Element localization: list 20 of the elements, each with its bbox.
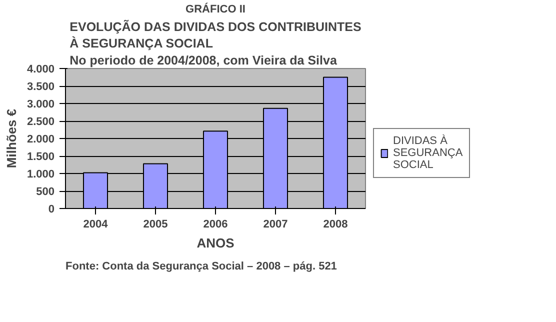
x-tick-label: 2005 xyxy=(143,218,168,230)
y-tick-label: 2.000 xyxy=(26,134,55,146)
y-tick-label: 500 xyxy=(36,186,55,198)
y-tick-label: 2.500 xyxy=(26,116,55,128)
x-tick-label: 2008 xyxy=(323,218,348,230)
y-axis-title: Milhões € xyxy=(4,108,19,168)
source-note: Fonte: Conta da Segurança Social – 2008 – pág. 521 xyxy=(66,260,337,272)
chart-subtitle: EVOLUÇÃO DAS DIVIDAS DOS CONTRIBUINTES À SEGURANÇA SOCIAL No periodo de 2004/2008, com Vieira da Silva xyxy=(70,18,362,68)
y-tick-label: 3.500 xyxy=(26,81,55,93)
legend-label: DIVIDAS À SEGURANÇA SOCIAL xyxy=(393,135,463,171)
x-tick-label: 2004 xyxy=(83,218,109,230)
x-tick-label: 2007 xyxy=(263,218,288,230)
chart-title: GRÁFICO II xyxy=(186,2,246,16)
y-tick-label: 1.000 xyxy=(26,168,55,180)
y-tick-label: 3.000 xyxy=(26,98,55,110)
y-tick-label: 1.500 xyxy=(26,151,55,163)
y-tick-label: 4.000 xyxy=(26,64,55,76)
x-axis-title: ANOS xyxy=(196,236,235,250)
y-tick-label: 0 xyxy=(48,204,55,216)
x-tick-label: 2006 xyxy=(203,218,228,230)
